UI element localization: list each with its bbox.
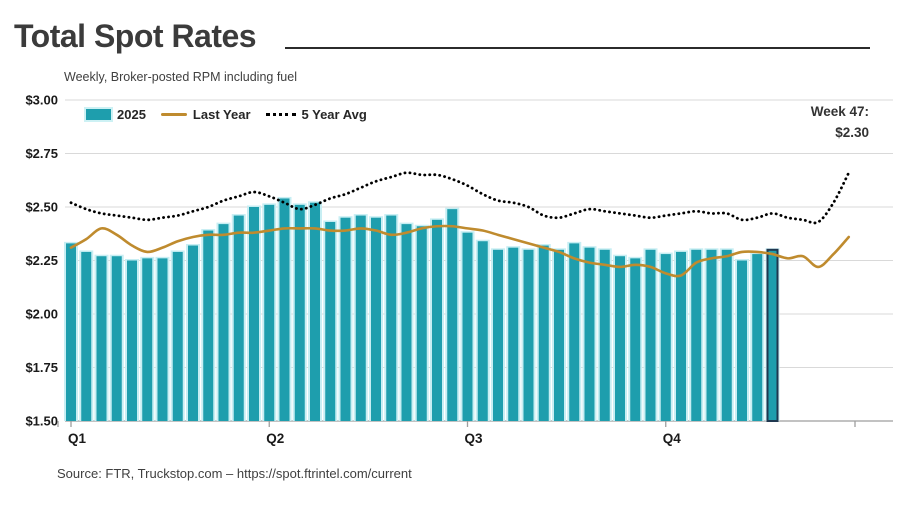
source-note: Source: FTR, Truckstop.com – https://spo…	[57, 466, 412, 481]
page-title: Total Spot Rates	[14, 18, 257, 54]
title-underline	[285, 47, 870, 49]
latest-week-value: $2.30	[835, 124, 869, 140]
svg-text:Q1: Q1	[68, 431, 87, 446]
svg-text:$2.25: $2.25	[25, 253, 58, 268]
legend-item-2025: 2025	[84, 107, 146, 122]
svg-text:$2.00: $2.00	[25, 307, 58, 322]
legend: 2025 Last Year 5 Year Avg	[84, 107, 367, 122]
dotted-swatch-icon	[265, 113, 296, 116]
svg-text:Q2: Q2	[266, 431, 284, 446]
chart-subtitle: Weekly, Broker-posted RPM including fuel	[64, 70, 297, 84]
svg-text:Q4: Q4	[663, 431, 682, 446]
svg-text:$3.00: $3.00	[25, 93, 58, 108]
svg-text:$2.50: $2.50	[25, 200, 58, 215]
legend-label-5-year-avg: 5 Year Avg	[301, 107, 367, 122]
latest-week-label: Week 47:	[810, 104, 869, 119]
latest-week-callout: Week 47: $2.30	[811, 102, 869, 144]
bar-swatch-icon	[84, 107, 113, 122]
legend-item-5-year-avg: 5 Year Avg	[265, 107, 367, 122]
svg-text:Q3: Q3	[464, 431, 483, 446]
line-swatch-icon	[160, 113, 187, 116]
legend-label-last-year: Last Year	[192, 107, 251, 122]
legend-item-last-year: Last Year	[160, 107, 251, 122]
svg-text:$1.50: $1.50	[25, 414, 58, 429]
svg-text:$2.75: $2.75	[25, 146, 58, 161]
legend-label-2025: 2025	[117, 107, 146, 122]
svg-text:$1.75: $1.75	[25, 360, 58, 375]
